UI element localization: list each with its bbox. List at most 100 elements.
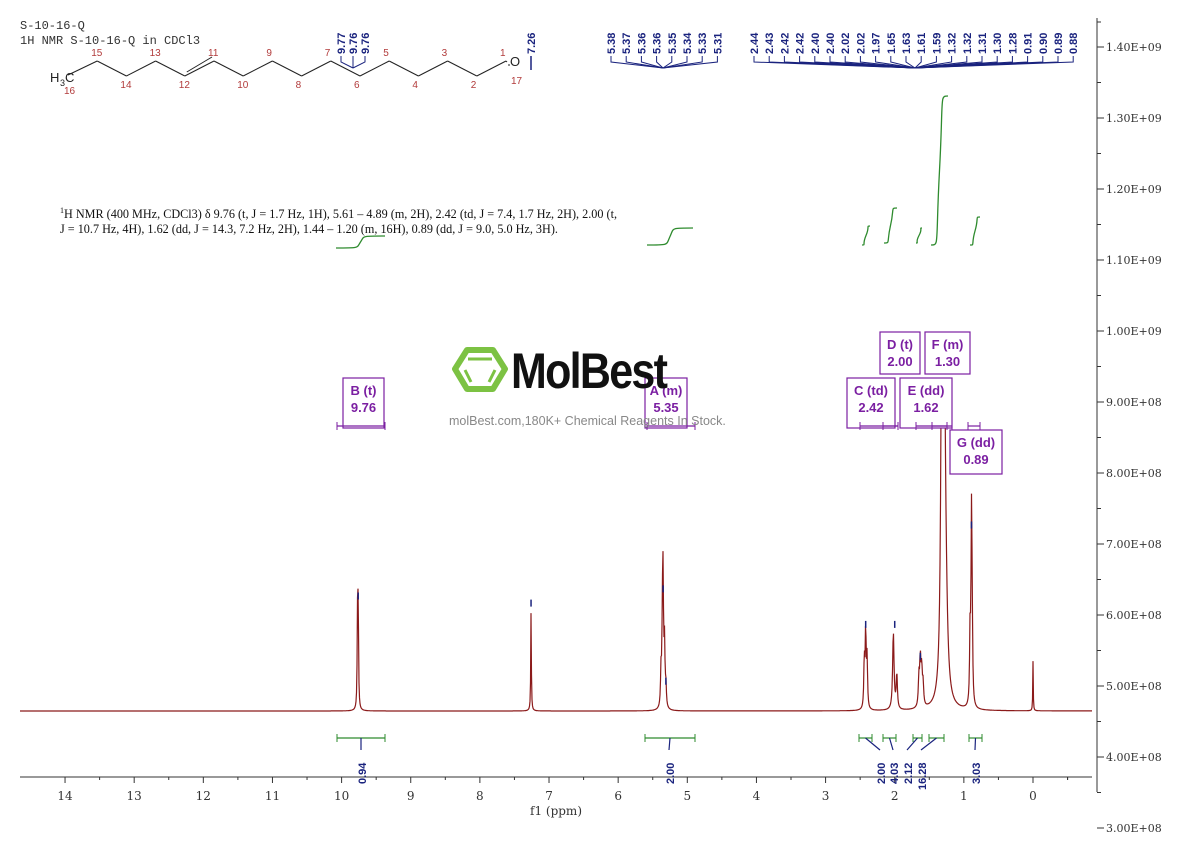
svg-text:6: 6	[354, 80, 360, 91]
x-axis: 14 13 12 11 10 9 8 7 6 5 4 3 2 1 0f1 (ppm)	[20, 776, 1092, 818]
svg-text:5: 5	[383, 48, 389, 59]
integral-labels: 0.94 2.00 2.00 4.03 2.12 16.28 3.03	[336, 734, 983, 790]
svg-text:5.36: 5.36	[636, 33, 648, 54]
svg-text:1.20E+09: 1.20E+09	[1106, 183, 1162, 196]
svg-text:15: 15	[91, 48, 103, 59]
svg-text:1.32: 1.32	[962, 33, 974, 54]
svg-text:2.02: 2.02	[855, 33, 867, 54]
svg-text:9: 9	[407, 789, 415, 803]
svg-text:0.91: 0.91	[1023, 33, 1035, 54]
svg-text:2.42: 2.42	[779, 33, 791, 54]
svg-text:1.61: 1.61	[916, 33, 928, 54]
svg-text:0.90: 0.90	[1038, 33, 1050, 54]
svg-text:2: 2	[891, 789, 899, 803]
nmr-description: 1H NMR (400 MHz, CDCl3) δ 9.76 (t, J = 1…	[60, 206, 617, 237]
svg-text:2.00: 2.00	[887, 354, 912, 369]
svg-text:2.42: 2.42	[858, 400, 883, 415]
svg-text:2.40: 2.40	[825, 33, 837, 54]
svg-text:C (td): C (td)	[854, 383, 888, 398]
svg-text:14: 14	[57, 789, 73, 803]
svg-text:9.76: 9.76	[360, 33, 372, 54]
peak-pick-labels: 9.77 9.76 9.76 7.26 5.38 5.37 5.36 5.36 5.35 5.34…	[336, 32, 1080, 70]
svg-text:1.31: 1.31	[977, 33, 989, 54]
svg-text:C: C	[65, 70, 74, 85]
svg-text:6.00E+08: 6.00E+08	[1106, 609, 1162, 622]
svg-text:16.28: 16.28	[917, 762, 929, 790]
svg-text:0.94: 0.94	[357, 762, 369, 784]
svg-text:A (m): A (m)	[650, 383, 683, 398]
svg-text:2.00: 2.00	[665, 763, 677, 784]
svg-text:12: 12	[179, 80, 191, 91]
experiment-title: 1H NMR S-10-16-Q in CDCl3	[20, 34, 201, 48]
svg-text:1.10E+09: 1.10E+09	[1106, 254, 1162, 267]
svg-text:F (m): F (m)	[932, 337, 964, 352]
svg-text:8: 8	[296, 80, 302, 91]
svg-text:7: 7	[325, 48, 331, 59]
svg-text:12: 12	[196, 789, 211, 803]
svg-text:5.00E+08: 5.00E+08	[1106, 680, 1162, 693]
svg-text:1.65: 1.65	[886, 33, 898, 54]
svg-text:1.62: 1.62	[913, 400, 938, 415]
molbest-logo-icon	[452, 347, 508, 392]
svg-text:1.00E+09: 1.00E+09	[1106, 325, 1162, 338]
svg-text:1.59: 1.59	[931, 33, 943, 54]
svg-text:0: 0	[1029, 789, 1037, 803]
svg-text:9: 9	[266, 48, 272, 59]
svg-text:7.00E+08: 7.00E+08	[1106, 538, 1162, 551]
svg-text:5.35: 5.35	[667, 33, 679, 54]
svg-text:0.89: 0.89	[1053, 33, 1065, 54]
svg-text:1.32: 1.32	[947, 33, 959, 54]
svg-text:2.40: 2.40	[810, 33, 822, 54]
svg-text:11: 11	[265, 789, 280, 803]
svg-text:1.63: 1.63	[901, 33, 913, 54]
svg-text:0.88: 0.88	[1068, 33, 1080, 54]
svg-text:4: 4	[412, 80, 418, 91]
svg-text:H: H	[50, 70, 59, 85]
svg-text:10: 10	[334, 789, 349, 803]
svg-text:4: 4	[753, 789, 761, 803]
svg-text:7.26: 7.26	[526, 33, 538, 54]
svg-text:5.36: 5.36	[652, 33, 664, 54]
svg-text:1.30: 1.30	[992, 33, 1004, 54]
svg-text:17: 17	[511, 76, 523, 87]
svg-text:9.00E+08: 9.00E+08	[1106, 396, 1162, 409]
svg-text:13: 13	[150, 48, 162, 59]
svg-text:3.00E+08: 3.00E+08	[1106, 822, 1162, 835]
svg-text:2.44: 2.44	[749, 32, 761, 54]
svg-text:1.28: 1.28	[1007, 33, 1019, 54]
svg-text:7: 7	[545, 789, 553, 803]
spectrum-line	[20, 383, 1092, 712]
svg-text:D (t): D (t)	[887, 337, 913, 352]
svg-text:0.89: 0.89	[963, 452, 988, 467]
watermark-brand: MolBest	[511, 343, 668, 399]
svg-text:1.30E+09: 1.30E+09	[1106, 112, 1162, 125]
svg-text:5.33: 5.33	[697, 33, 709, 54]
svg-text:2: 2	[471, 80, 477, 91]
sample-id: S-10-16-Q	[20, 19, 85, 33]
svg-text:3.03: 3.03	[971, 763, 983, 784]
svg-text:5.38: 5.38	[606, 33, 618, 54]
svg-text:8.00E+08: 8.00E+08	[1106, 467, 1162, 480]
svg-text:13: 13	[127, 789, 142, 803]
svg-text:B (t): B (t)	[351, 383, 377, 398]
svg-text:2.12: 2.12	[903, 763, 915, 784]
svg-text:1: 1	[500, 48, 506, 59]
svg-text:2.43: 2.43	[764, 33, 776, 54]
svg-text:9.76: 9.76	[348, 33, 360, 54]
watermark-tagline: molBest.com,180K+ Chemical Reagents In S…	[449, 414, 726, 428]
svg-text:3: 3	[60, 78, 65, 88]
svg-text:9.76: 9.76	[351, 400, 376, 415]
y-axis: 1.40E+09 1.30E+09 1.20E+09 1.10E+09 1.00E+09…	[1096, 18, 1162, 835]
svg-text:1.40E+09: 1.40E+09	[1106, 41, 1162, 54]
svg-text:f1 (ppm): f1 (ppm)	[530, 804, 582, 818]
svg-text:3: 3	[442, 48, 448, 59]
svg-text:5.35: 5.35	[653, 400, 678, 415]
svg-text:8: 8	[476, 789, 484, 803]
svg-text:5: 5	[683, 789, 691, 803]
svg-text:2.42: 2.42	[795, 33, 807, 54]
svg-text:2.00: 2.00	[876, 763, 888, 784]
svg-text:10: 10	[237, 80, 249, 91]
multiplet-labels: B (t) 9.76 A (m) 5.35 C (td) 2.42 D (t) 2.00 E (…	[336, 331, 1003, 475]
